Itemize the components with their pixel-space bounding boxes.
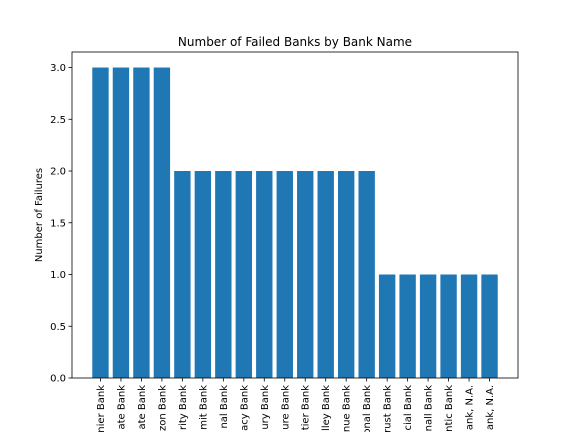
y-tick-label-1: 0.5 [50,322,66,333]
y-axis: 0.0 0.5 1.0 1.5 2.0 2.5 3.0 [50,63,72,385]
bar-7 [235,171,252,378]
bar-12 [338,171,355,378]
y-tick-label-4: 2.0 [50,167,66,178]
x-tick-label-17: ntic Bank [444,385,455,432]
x-tick-label-12: nue Bank [342,385,353,432]
bar-9 [276,171,293,378]
x-tick-label-18: ank, N.A. [465,385,476,430]
y-tick-label-3: 1.5 [50,218,66,229]
x-tick-label-15: cial Bank [403,385,414,431]
x-tick-label-1: ate Bank [116,385,127,430]
x-axis: nier Bank ate Bank ate Bank zon Bank rity Ba… [96,378,496,432]
x-tick-label-3: zon Bank [157,385,168,431]
x-tick-label-9: ure Bank [280,385,291,430]
x-tick-label-10: tier Bank [301,385,312,430]
bar-15 [399,274,416,378]
x-tick-label-6: nal Bank [219,385,230,429]
bar-0 [92,67,109,379]
bar-13 [358,171,375,378]
x-tick-label-0: nier Bank [96,385,107,432]
bar-8 [256,171,273,378]
bar-16 [419,274,437,378]
x-tick-label-8: ury Bank [260,385,271,430]
bar-2 [133,67,150,379]
bar-14 [378,274,396,378]
x-tick-label-5: mit Bank [198,385,209,430]
bar-17 [440,274,457,378]
x-tick-label-11: lley Bank [321,385,332,431]
chart-title: Number of Failed Banks by Bank Name [178,35,412,49]
bar-10 [297,171,314,378]
y-axis-label: Number of Failures [34,168,45,262]
bars-group [92,67,498,379]
x-tick-label-13: onal Bank [362,385,373,432]
y-tick-label-5: 2.5 [50,115,66,126]
y-tick-label-2: 1.0 [50,270,66,281]
x-tick-label-2: ate Bank [137,385,148,430]
bar-19 [481,274,498,378]
bar-18 [460,274,478,378]
plot-frame [71,51,519,379]
bar-6 [215,171,232,378]
x-tick-label-19: ank, N.A. [485,385,496,430]
bar-4 [174,171,191,378]
y-tick-label-0: 0.0 [50,374,66,385]
bar-5 [194,171,212,378]
bar-1 [112,67,130,379]
x-tick-label-7: acy Bank [239,385,250,431]
x-tick-label-16: nall Bank [424,385,435,432]
y-tick-label-6: 3.0 [50,63,66,74]
x-tick-label-14: rust Bank [383,385,394,432]
x-tick-label-4: rity Bank [178,385,189,430]
bar-11 [317,171,334,378]
bar-3 [153,67,171,379]
